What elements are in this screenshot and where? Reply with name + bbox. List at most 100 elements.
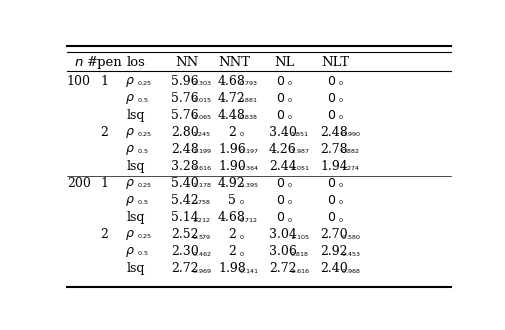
Text: $_{0}$: $_{0}$ bbox=[337, 182, 343, 190]
Text: $_{0}$: $_{0}$ bbox=[337, 79, 343, 88]
Text: NL: NL bbox=[274, 56, 294, 69]
Text: 5.40: 5.40 bbox=[171, 177, 198, 190]
Text: 1: 1 bbox=[100, 75, 108, 88]
Text: 2.30: 2.30 bbox=[171, 245, 198, 258]
Text: $0$: $0$ bbox=[276, 177, 285, 190]
Text: 3.28: 3.28 bbox=[171, 160, 198, 173]
Text: 1.96: 1.96 bbox=[218, 143, 245, 156]
Text: $0$: $0$ bbox=[276, 92, 285, 105]
Text: 3.04: 3.04 bbox=[268, 228, 296, 241]
Text: 4.72: 4.72 bbox=[218, 92, 245, 105]
Text: $_{0.758}$: $_{0.758}$ bbox=[191, 198, 211, 208]
Text: 1.90: 1.90 bbox=[218, 160, 245, 173]
Text: $\rho$: $\rho$ bbox=[125, 228, 134, 242]
Text: $_{0.25}$: $_{0.25}$ bbox=[136, 79, 152, 88]
Text: $_{0.712}$: $_{0.712}$ bbox=[238, 215, 258, 224]
Text: $_{0}$: $_{0}$ bbox=[286, 79, 292, 88]
Text: 2.48: 2.48 bbox=[319, 126, 347, 139]
Text: $\rho$: $\rho$ bbox=[125, 75, 134, 88]
Text: 2: 2 bbox=[227, 245, 235, 258]
Text: 3.06: 3.06 bbox=[268, 245, 296, 258]
Text: $_{0.395}$: $_{0.395}$ bbox=[238, 182, 258, 190]
Text: $\rho$: $\rho$ bbox=[125, 177, 134, 191]
Text: $_{0.882}$: $_{0.882}$ bbox=[340, 148, 360, 156]
Text: $_{0.197}$: $_{0.197}$ bbox=[238, 148, 258, 156]
Text: $_{0.141}$: $_{0.141}$ bbox=[238, 267, 258, 276]
Text: lsq: lsq bbox=[126, 262, 145, 275]
Text: $_{0.25}$: $_{0.25}$ bbox=[136, 130, 152, 139]
Text: $_{0.5}$: $_{0.5}$ bbox=[136, 96, 148, 105]
Text: $_{0.25}$: $_{0.25}$ bbox=[136, 181, 152, 190]
Text: 200: 200 bbox=[67, 177, 91, 190]
Text: $_{0}$: $_{0}$ bbox=[286, 182, 292, 190]
Text: $_{0.580}$: $_{0.580}$ bbox=[340, 233, 360, 242]
Text: $_{2.303}$: $_{2.303}$ bbox=[191, 79, 211, 88]
Text: $_{1.212}$: $_{1.212}$ bbox=[191, 215, 211, 224]
Text: 2.70: 2.70 bbox=[319, 228, 347, 241]
Text: $_{0}$: $_{0}$ bbox=[238, 233, 244, 242]
Text: $_{0}$: $_{0}$ bbox=[238, 198, 244, 208]
Text: 5.14: 5.14 bbox=[171, 211, 198, 224]
Text: los: los bbox=[126, 56, 145, 69]
Text: lsq: lsq bbox=[126, 211, 145, 224]
Text: $_{1.105}$: $_{1.105}$ bbox=[289, 233, 309, 242]
Text: $_{0}$: $_{0}$ bbox=[286, 114, 292, 122]
Text: lsq: lsq bbox=[126, 109, 145, 122]
Text: $_{1.274}$: $_{1.274}$ bbox=[340, 164, 360, 174]
Text: $\rho$: $\rho$ bbox=[125, 91, 134, 106]
Text: $_{1.616}$: $_{1.616}$ bbox=[289, 267, 309, 276]
Text: $_{0.453}$: $_{0.453}$ bbox=[340, 249, 360, 259]
Text: $_{1.245}$: $_{1.245}$ bbox=[191, 130, 211, 139]
Text: 4.92: 4.92 bbox=[218, 177, 245, 190]
Text: $0$: $0$ bbox=[276, 75, 285, 88]
Text: NN: NN bbox=[175, 56, 198, 69]
Text: 2.52: 2.52 bbox=[171, 228, 198, 241]
Text: $_{0}$: $_{0}$ bbox=[337, 114, 343, 122]
Text: 4.68: 4.68 bbox=[218, 211, 245, 224]
Text: $_{0.818}$: $_{0.818}$ bbox=[289, 249, 309, 259]
Text: NNT: NNT bbox=[218, 56, 249, 69]
Text: $_{0.364}$: $_{0.364}$ bbox=[238, 164, 258, 174]
Text: 5.42: 5.42 bbox=[171, 194, 198, 207]
Text: $_{1.851}$: $_{1.851}$ bbox=[289, 130, 309, 139]
Text: 2: 2 bbox=[100, 126, 108, 139]
Text: $\rho$: $\rho$ bbox=[125, 194, 134, 208]
Text: $0$: $0$ bbox=[276, 211, 285, 224]
Text: $_{0}$: $_{0}$ bbox=[238, 249, 244, 259]
Text: $_{1.199}$: $_{1.199}$ bbox=[191, 148, 211, 156]
Text: NLT: NLT bbox=[321, 56, 349, 69]
Text: #pen: #pen bbox=[86, 56, 122, 69]
Text: $_{0}$: $_{0}$ bbox=[337, 215, 343, 224]
Text: 1.98: 1.98 bbox=[218, 262, 245, 275]
Text: 2.72: 2.72 bbox=[171, 262, 198, 275]
Text: 2.44: 2.44 bbox=[269, 160, 296, 173]
Text: 2.48: 2.48 bbox=[171, 143, 198, 156]
Text: $0$: $0$ bbox=[276, 109, 285, 122]
Text: $\rho$: $\rho$ bbox=[125, 143, 134, 157]
Text: lsq: lsq bbox=[126, 160, 145, 173]
Text: $_{0.5}$: $_{0.5}$ bbox=[136, 147, 148, 156]
Text: $_{0.5}$: $_{0.5}$ bbox=[136, 198, 148, 207]
Text: 4.48: 4.48 bbox=[218, 109, 245, 122]
Text: 2.40: 2.40 bbox=[319, 262, 347, 275]
Text: $_{0.462}$: $_{0.462}$ bbox=[191, 249, 211, 259]
Text: 4.68: 4.68 bbox=[218, 75, 245, 88]
Text: $n$: $n$ bbox=[74, 56, 83, 69]
Text: 2: 2 bbox=[227, 126, 235, 139]
Text: $_{2.051}$: $_{2.051}$ bbox=[289, 164, 309, 174]
Text: $0$: $0$ bbox=[327, 177, 336, 190]
Text: $_{2.015}$: $_{2.015}$ bbox=[191, 96, 211, 105]
Text: $_{0.579}$: $_{0.579}$ bbox=[191, 233, 211, 242]
Text: $_{0}$: $_{0}$ bbox=[286, 198, 292, 208]
Text: $_{0.881}$: $_{0.881}$ bbox=[238, 96, 258, 105]
Text: 2.78: 2.78 bbox=[319, 143, 347, 156]
Text: $\rho$: $\rho$ bbox=[125, 126, 134, 140]
Text: $0$: $0$ bbox=[327, 109, 336, 122]
Text: 5.96: 5.96 bbox=[171, 75, 198, 88]
Text: 4.26: 4.26 bbox=[269, 143, 296, 156]
Text: $_{1.616}$: $_{1.616}$ bbox=[191, 164, 211, 174]
Text: $_{0.838}$: $_{0.838}$ bbox=[238, 114, 258, 122]
Text: 2: 2 bbox=[227, 228, 235, 241]
Text: $_{0.793}$: $_{0.793}$ bbox=[238, 79, 258, 88]
Text: $_{0}$: $_{0}$ bbox=[286, 215, 292, 224]
